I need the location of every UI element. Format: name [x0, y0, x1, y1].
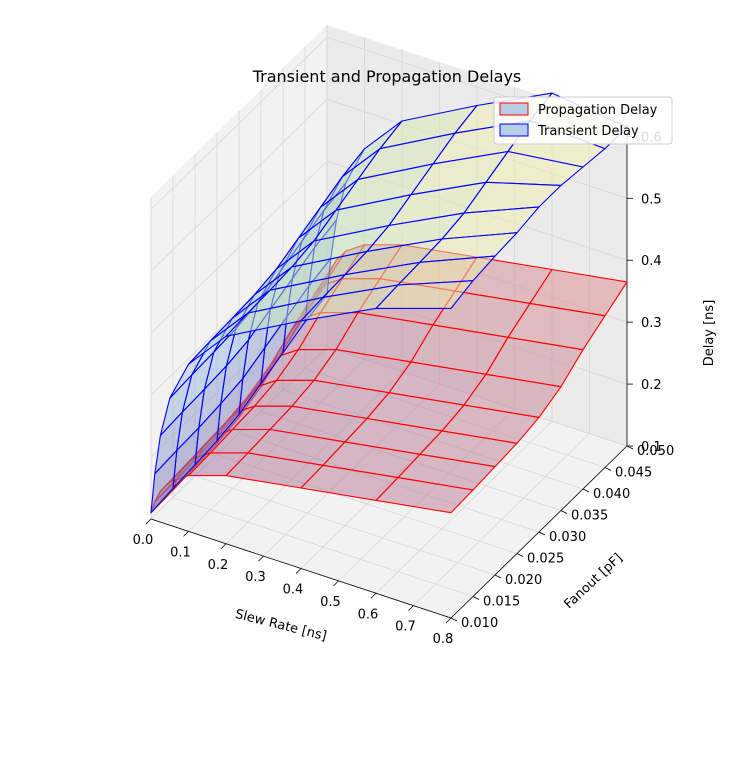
z-axis-label: Delay [ns]	[702, 300, 717, 367]
z-tick-label: 0.5	[641, 192, 662, 207]
y-tick-mark	[516, 553, 524, 557]
transient-surface-cell	[375, 280, 474, 309]
legend-swatch-propagation	[499, 102, 529, 116]
y-tick-mark	[560, 510, 568, 514]
y-tick-mark	[582, 488, 590, 493]
z-tick-label: 0.2	[641, 378, 662, 393]
x-tick-mark	[258, 555, 264, 562]
legend-label-propagation: Propagation Delay	[538, 103, 658, 118]
grid-line-z-wall	[150, 99, 328, 272]
x-tick-label: 0.8	[433, 632, 454, 647]
x-tick-mark	[183, 531, 189, 537]
z-tick-label: 0.1	[641, 440, 662, 455]
x-tick-label: 0.6	[358, 607, 379, 622]
y-tick-label: 0.050	[637, 444, 674, 459]
x-tick-label: 0.1	[170, 545, 191, 560]
y-tick-mark	[626, 445, 634, 450]
y-tick-mark	[604, 467, 612, 471]
grid-line-z-wall	[150, 160, 328, 334]
propagation-surface-cell	[375, 477, 474, 514]
y-tick-mark	[472, 596, 480, 600]
x-tick-label: 0.3	[245, 570, 266, 585]
y-tick-label: 0.015	[483, 595, 520, 610]
legend-label-transient: Transient Delay	[537, 124, 639, 139]
legend-swatch-transient	[499, 123, 529, 137]
z-tick-label: 0.4	[641, 254, 662, 269]
x-tick-mark	[445, 617, 452, 624]
y-tick-mark	[538, 531, 546, 536]
legend-frame	[493, 96, 673, 145]
surfaces	[150, 92, 628, 514]
x-axis-label: Slew Rate [ns]	[234, 607, 329, 644]
y-tick-label: 0.010	[461, 616, 498, 631]
x-tick-mark	[295, 568, 302, 574]
x-tick-label: 0.7	[395, 620, 416, 635]
y-axis-label: Fanout [pF]	[562, 551, 626, 612]
z-tick-label: 0.3	[641, 316, 662, 331]
x-tick-mark	[145, 518, 152, 525]
grid-line-y-floor	[172, 497, 474, 597]
y-tick-mark	[450, 617, 458, 622]
x-tick-label: 0.0	[133, 533, 154, 548]
x-tick-label: 0.5	[320, 595, 341, 610]
grid-line-y-floor	[194, 475, 496, 576]
y-tick-label: 0.035	[571, 509, 608, 524]
grid-line-z-wall	[150, 37, 328, 210]
y-tick-label: 0.020	[505, 573, 542, 588]
y-tick-label: 0.030	[549, 530, 586, 545]
legend: Propagation Delay Transient Delay	[493, 96, 673, 145]
y-tick-label: 0.040	[593, 487, 630, 502]
x-tick-label: 0.2	[208, 558, 229, 573]
chart-title: Transient and Propagation Delays	[252, 67, 522, 86]
x-tick-mark	[370, 592, 377, 599]
x-tick-label: 0.4	[283, 583, 304, 598]
y-tick-label: 0.025	[527, 552, 564, 567]
y-tick-mark	[494, 574, 502, 579]
x-tick-mark	[333, 580, 339, 587]
x-tick-mark	[408, 605, 414, 611]
y-tick-label: 0.045	[615, 466, 652, 481]
x-tick-mark	[220, 543, 227, 550]
